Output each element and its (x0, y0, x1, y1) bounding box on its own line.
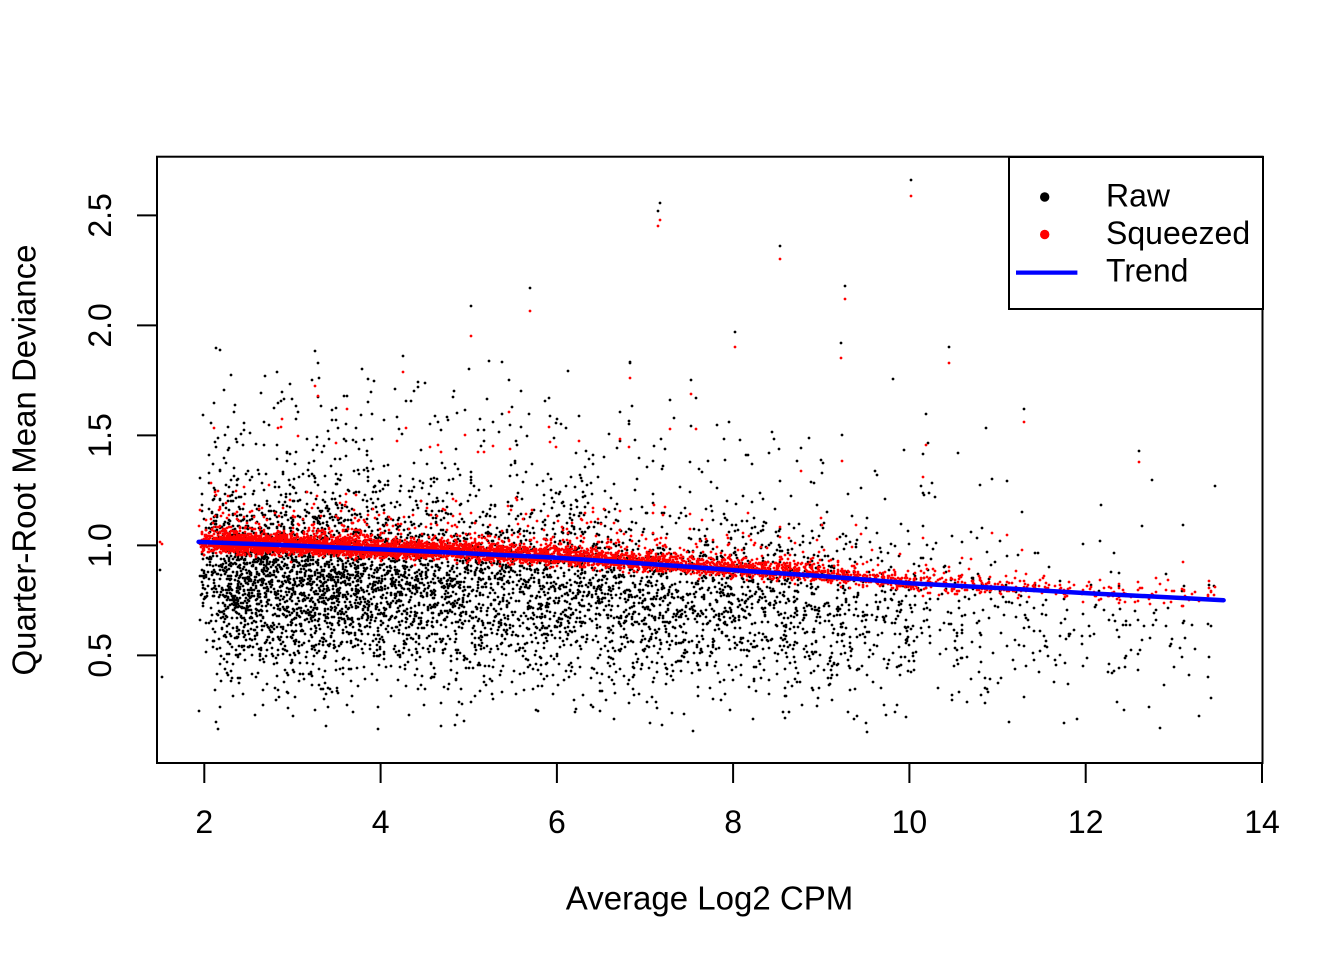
svg-text:Average Log2 CPM: Average Log2 CPM (566, 880, 853, 917)
svg-text:1.0: 1.0 (82, 523, 118, 567)
svg-text:4: 4 (372, 804, 390, 840)
svg-text:14: 14 (1244, 804, 1280, 840)
svg-text:8: 8 (724, 804, 742, 840)
svg-text:2: 2 (195, 804, 213, 840)
svg-text:12: 12 (1068, 804, 1104, 840)
svg-text:10: 10 (892, 804, 928, 840)
svg-text:6: 6 (548, 804, 566, 840)
svg-text:Squeezed: Squeezed (1106, 215, 1250, 251)
svg-text:1.5: 1.5 (82, 413, 118, 457)
svg-text:Trend: Trend (1106, 253, 1188, 289)
svg-text:2.0: 2.0 (82, 303, 118, 347)
svg-text:Quarter-Root Mean Deviance: Quarter-Root Mean Deviance (6, 244, 43, 675)
svg-text:2.5: 2.5 (82, 193, 118, 237)
svg-text:0.5: 0.5 (82, 633, 118, 677)
svg-text:Raw: Raw (1106, 178, 1171, 214)
